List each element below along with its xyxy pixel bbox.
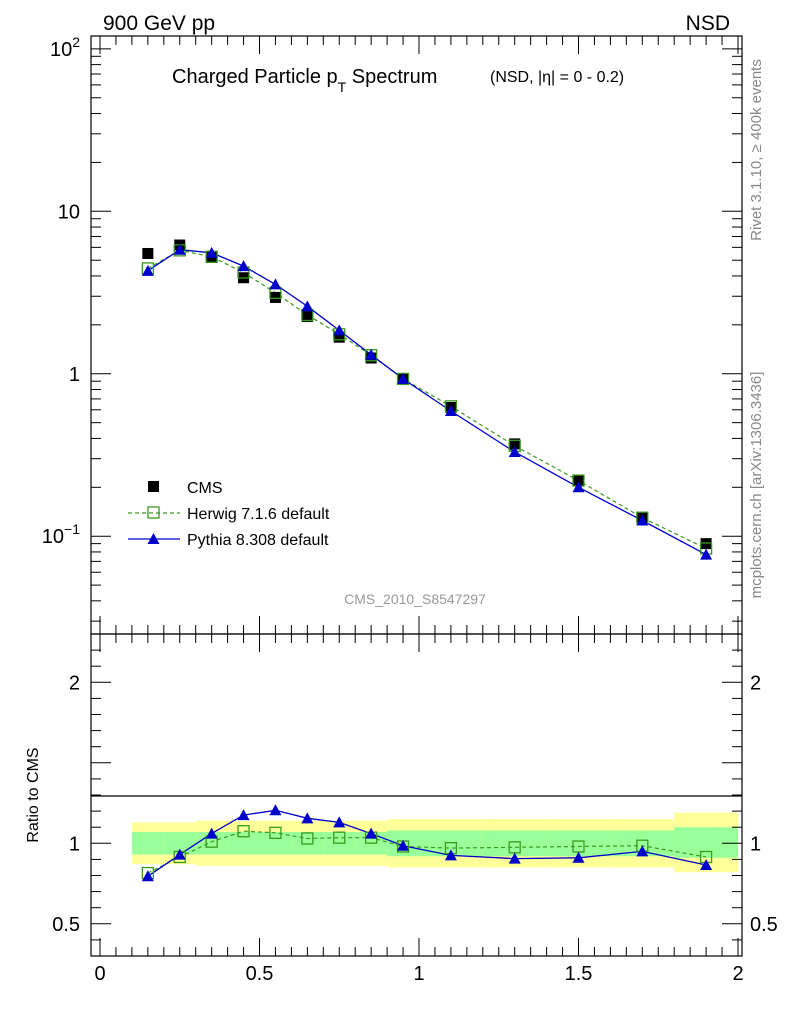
ratio-band-inner xyxy=(291,832,324,855)
analysis-id: CMS_2010_S8547297 xyxy=(344,591,486,607)
x-tick-label: 1.5 xyxy=(565,963,593,985)
pythia-point xyxy=(365,348,378,360)
pythia-point xyxy=(444,404,457,416)
ratio-herwig-line xyxy=(147,830,707,874)
mcplots-label: mcplots.cern.ch [arXiv:1306.3436] xyxy=(748,372,765,599)
ratio-y-tick-label-right: 2 xyxy=(750,672,761,694)
plot-title-suffix: (NSD, |η| = 0 - 0.2) xyxy=(490,69,624,86)
ratio-band-inner xyxy=(482,830,547,857)
legend-pythia-label: Pythia 8.308 default xyxy=(187,532,329,549)
header-left: 900 GeV pp xyxy=(103,12,215,35)
main-y-tick-label-base: 1 xyxy=(69,364,80,386)
legend-cms-label: CMS xyxy=(187,480,223,497)
herwig-line xyxy=(147,249,707,550)
cms-point xyxy=(142,247,154,259)
ratio-pythia-point xyxy=(572,851,585,863)
ratio-pythia-point xyxy=(141,870,154,882)
ratio-y-tick-label: 1 xyxy=(69,833,80,855)
pythia-point xyxy=(269,278,282,290)
x-tick-labels: 0 0.5 1 1.5 2 xyxy=(94,963,743,985)
x-tick-label: 2 xyxy=(732,963,743,985)
legend-pythia-marker xyxy=(147,533,160,544)
main-y-tick-label: 1 xyxy=(69,364,80,386)
plot-title-main: Charged Particle p xyxy=(172,66,338,88)
ratio-pythia-line xyxy=(147,809,707,877)
main-y-tick-label-base: 10 xyxy=(42,526,64,548)
rivet-label: Rivet 3.1.10, ≥ 400k events xyxy=(748,59,765,241)
ratio-band-inner xyxy=(131,832,164,855)
main-axis-ticks xyxy=(91,36,742,634)
pythia-point xyxy=(636,514,649,526)
ratio-herwig-point xyxy=(301,832,314,845)
ratio-y-tick-label-right: 0.5 xyxy=(750,914,778,936)
legend-herwig-marker xyxy=(147,506,160,519)
x-tick-label: 0.5 xyxy=(246,963,274,985)
pythia-point xyxy=(700,548,713,560)
ratio-herwig-point xyxy=(333,831,346,844)
main-y-tick-label-exp: −1 xyxy=(64,521,80,537)
main-y-tick-label-base: 10 xyxy=(58,201,80,223)
ratio-pythia-point xyxy=(636,845,649,857)
ratio-pythia-point xyxy=(205,827,218,839)
cms-point xyxy=(333,331,345,343)
ratio-bands xyxy=(131,812,738,873)
ratio-axis-ticks xyxy=(91,633,742,957)
ratio-tick-labels: 2 2 1 1 0.5 0.5 xyxy=(52,672,778,936)
ratio-pythia-point xyxy=(301,812,314,824)
pythia-point xyxy=(301,300,314,312)
cms-point xyxy=(269,291,281,303)
pythia-point xyxy=(508,445,521,457)
plot-title-main2: Spectrum xyxy=(346,66,437,88)
ratio-herwig-point xyxy=(269,826,282,839)
main-y-tick-label: 102 xyxy=(50,34,80,61)
ratio-pythia-point xyxy=(269,804,282,816)
ratio-series xyxy=(141,804,713,882)
plot-title-sub: T xyxy=(338,79,347,95)
ratio-pythia-point xyxy=(237,809,250,821)
ratio-y-label: Ratio to CMS xyxy=(25,747,42,842)
ratio-pythia-point xyxy=(508,852,521,864)
x-tick-label: 1 xyxy=(413,963,424,985)
legend: CMS Herwig 7.1.6 default Pythia 8.308 de… xyxy=(128,480,330,549)
main-y-tick-label-base: 10 xyxy=(50,39,72,61)
ratio-band-inner xyxy=(259,832,292,855)
ratio-plot-frame xyxy=(90,633,743,957)
ratio-herwig-point xyxy=(237,825,250,838)
plot-title: Charged Particle pT Spectrum xyxy=(172,66,437,95)
ratio-band-inner xyxy=(227,832,260,855)
ratio-band-inner xyxy=(195,832,228,855)
cms-point xyxy=(301,311,313,323)
legend-herwig-label: Herwig 7.1.6 default xyxy=(187,506,330,523)
pythia-point xyxy=(173,243,186,255)
ratio-pythia-point xyxy=(700,859,713,871)
pythia-point xyxy=(141,264,154,276)
ratio-pythia-point xyxy=(173,848,186,860)
ratio-y-tick-label: 0.5 xyxy=(52,914,80,936)
cms-point xyxy=(509,438,521,450)
pythia-point xyxy=(572,481,585,493)
ratio-pythia-point xyxy=(365,827,378,839)
main-y-tick-label: 10−1 xyxy=(42,521,80,548)
ratio-pythia-point xyxy=(444,849,457,861)
cms-point xyxy=(573,475,584,487)
ratio-pythia-point xyxy=(397,839,410,851)
pythia-point xyxy=(397,372,410,384)
main-series xyxy=(141,239,713,560)
pythia-point xyxy=(237,260,250,272)
x-tick-label: 0 xyxy=(94,963,105,985)
ratio-y-tick-label: 2 xyxy=(69,672,80,694)
pythia-point xyxy=(333,324,346,336)
legend-cms-marker xyxy=(148,481,159,492)
main-y-tick-label: 10 xyxy=(58,201,80,223)
pythia-point xyxy=(205,246,218,258)
main-y-tick-label-exp: 2 xyxy=(72,34,80,50)
header-right: NSD xyxy=(686,12,730,35)
ratio-pythia-point xyxy=(333,816,346,828)
ratio-y-tick-label-right: 1 xyxy=(750,833,761,855)
